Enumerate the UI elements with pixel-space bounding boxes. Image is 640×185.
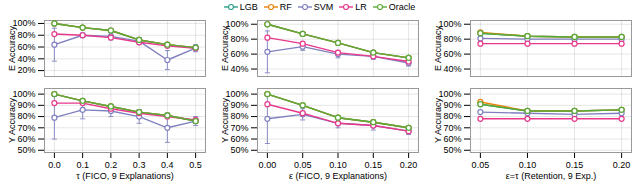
html-text:SVM: SVM: [313, 2, 334, 12]
svg-text:50%: 50%: [443, 145, 461, 155]
svg-text:90%: 90%: [443, 100, 461, 110]
svg-text:ε=τ (Retention, 9 Exp.): ε=τ (Retention, 9 Exp.): [506, 171, 596, 181]
svg-text:60%: 60%: [230, 134, 248, 144]
svg-text:70%: 70%: [17, 123, 35, 133]
svg-text:40%: 40%: [17, 54, 35, 64]
svg-text:90%: 90%: [230, 100, 248, 110]
svg-text:ε (FICO, 9 Explanations): ε (FICO, 9 Explanations): [289, 171, 387, 181]
svg-text:Y Accuracy: Y Accuracy: [7, 98, 17, 143]
svg-text:60%: 60%: [443, 49, 461, 59]
svg-text:60%: 60%: [17, 134, 35, 144]
svg-text:0.2: 0.2: [105, 160, 118, 170]
svg-text:40%: 40%: [443, 64, 461, 74]
svg-text:0.10: 0.10: [329, 160, 347, 170]
svg-text:E Accuracy: E Accuracy: [7, 25, 17, 71]
svg-text:80%: 80%: [443, 111, 461, 121]
svg-text:E Accuracy: E Accuracy: [433, 25, 443, 71]
html-text:LR: LR: [355, 2, 367, 12]
svg-text:80%: 80%: [230, 111, 248, 121]
svg-text:τ (FICO, 9 Explanations): τ (FICO, 9 Explanations): [76, 171, 174, 181]
svg-text:50%: 50%: [17, 145, 35, 155]
svg-text:0.05: 0.05: [294, 160, 312, 170]
svg-text:0.0: 0.0: [48, 160, 61, 170]
svg-text:0.3: 0.3: [133, 160, 146, 170]
svg-text:0.1: 0.1: [76, 160, 89, 170]
svg-text:40%: 40%: [230, 64, 248, 74]
svg-text:100%: 100%: [225, 19, 249, 30]
svg-text:70%: 70%: [230, 123, 248, 133]
svg-text:70%: 70%: [443, 123, 461, 133]
svg-text:90%: 90%: [17, 100, 35, 110]
svg-text:0.05: 0.05: [472, 160, 490, 170]
html-text:RF: RF: [279, 2, 292, 12]
svg-text:0.20: 0.20: [613, 160, 631, 170]
svg-text:100%: 100%: [438, 19, 462, 30]
svg-text:0.5: 0.5: [189, 160, 202, 170]
svg-text:50%: 50%: [230, 145, 248, 155]
svg-text:60%: 60%: [443, 134, 461, 144]
svg-text:80%: 80%: [230, 34, 248, 44]
svg-text:100%: 100%: [225, 89, 248, 99]
svg-text:80%: 80%: [17, 111, 35, 121]
svg-text:0.15: 0.15: [566, 160, 584, 170]
svg-text:0.20: 0.20: [400, 160, 418, 170]
svg-text:0.4: 0.4: [161, 160, 174, 170]
svg-text:0.00: 0.00: [259, 160, 277, 170]
svg-text:80%: 80%: [443, 34, 461, 44]
svg-text:60%: 60%: [17, 42, 35, 52]
svg-text:100%: 100%: [438, 89, 461, 99]
svg-text:100%: 100%: [12, 89, 35, 99]
svg-text:20%: 20%: [17, 65, 35, 75]
html-text:Oracle: Oracle: [388, 2, 416, 12]
svg-text:E Accuracy: E Accuracy: [220, 25, 230, 71]
svg-text:60%: 60%: [230, 49, 248, 59]
svg-text:80%: 80%: [17, 30, 35, 40]
svg-text:Y Accuracy: Y Accuracy: [433, 98, 443, 143]
svg-text:0.15: 0.15: [365, 160, 383, 170]
svg-text:0.10: 0.10: [519, 160, 537, 170]
html-text:LGB: LGB: [239, 2, 258, 12]
svg-text:Y Accuracy: Y Accuracy: [220, 98, 230, 143]
svg-text:100%: 100%: [12, 18, 36, 29]
